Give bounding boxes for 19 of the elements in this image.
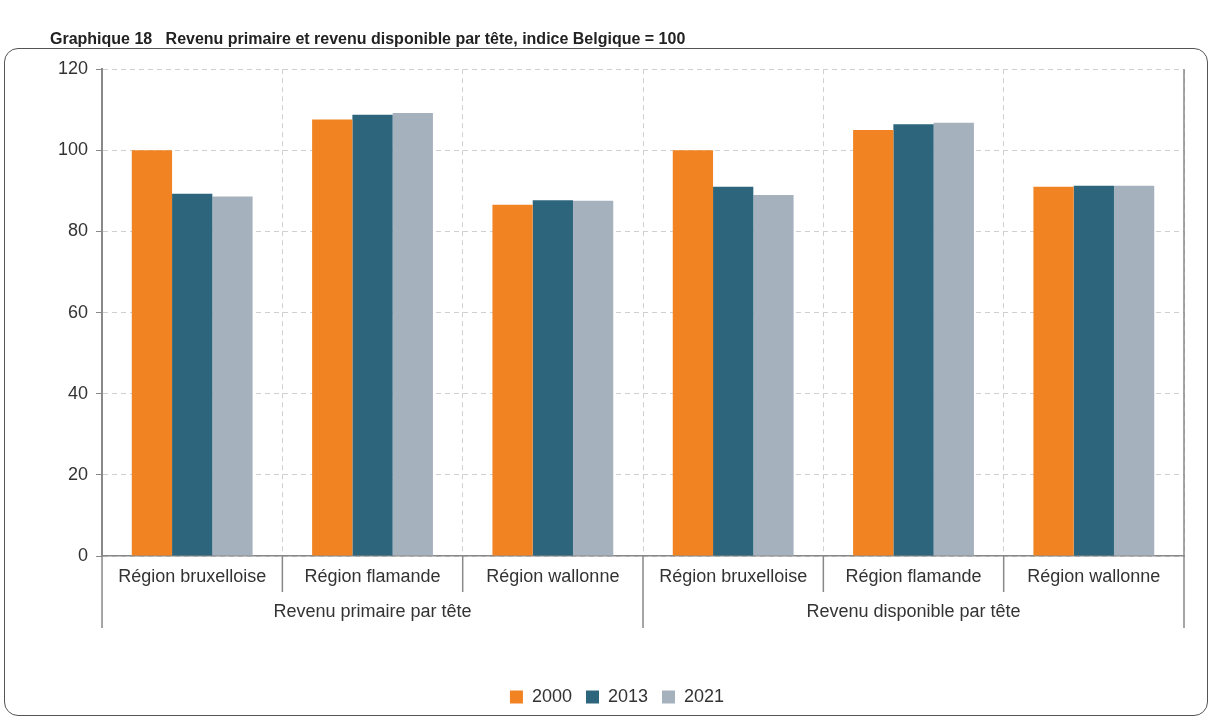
- text: Revenu primaire par tête: [273, 600, 472, 621]
- x-tick-label: Région wallonne: [486, 565, 620, 586]
- y-tick-label: 120: [57, 58, 89, 79]
- y-tick-label: 60: [68, 301, 89, 322]
- text: Revenu disponible par tête: [806, 600, 1021, 621]
- x-tick-label: Région bruxelloise: [118, 565, 267, 586]
- y-tick-label: 20: [68, 463, 89, 484]
- y-tick-label: 40: [68, 382, 89, 403]
- y-tick-label: 100: [57, 139, 89, 160]
- x-tick-label: Région bruxelloise: [659, 565, 808, 586]
- x-tick-label: Région flamande: [304, 565, 441, 586]
- x-tick-label: Région wallonne: [1027, 565, 1161, 586]
- legend-label: 2013: [607, 685, 649, 706]
- legend-label: 2021: [684, 685, 725, 706]
- y-tick-label: 0: [78, 544, 89, 565]
- chart-title: Graphique 18 Revenu primaire et revenu disponible par tête, indice Belgique = 100: [50, 30, 686, 48]
- x-tick-label: Région flamande: [845, 565, 982, 586]
- legend-label: 2000: [531, 685, 572, 706]
- y-tick-label: 80: [68, 220, 89, 241]
